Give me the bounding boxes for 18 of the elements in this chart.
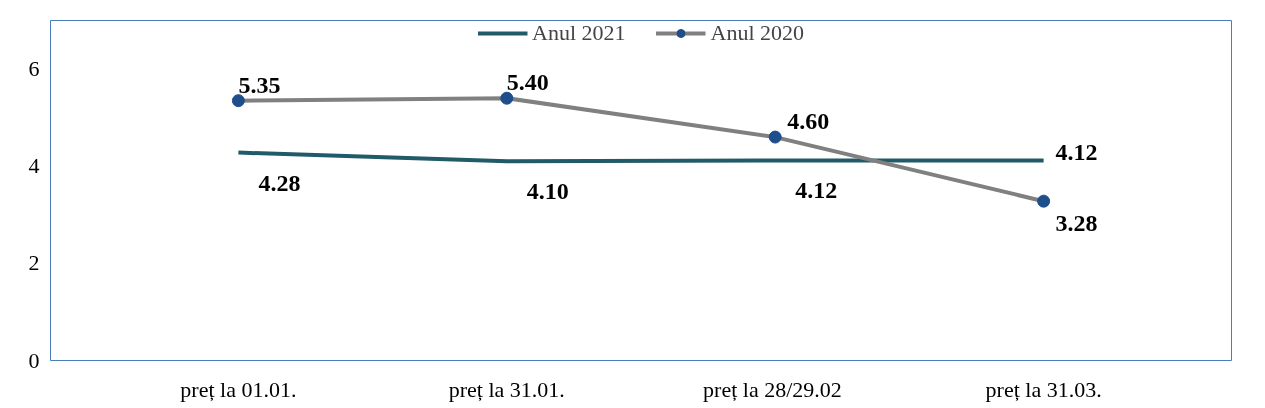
data-label: 4.60 [787, 108, 830, 135]
legend-label: Anul 2020 [710, 20, 804, 46]
x-tick-label: preț la 31.01. [448, 376, 565, 402]
y-tick-label: 6 [28, 56, 40, 82]
x-tick-label: preț la 28/29.02 [703, 376, 842, 402]
legend-label: Anul 2021 [532, 20, 626, 46]
data-label: 4.28 [258, 169, 301, 196]
y-tick-label: 4 [28, 153, 40, 179]
data-label: 3.28 [1055, 210, 1098, 237]
data-label: 4.12 [1055, 139, 1098, 166]
y-tick-label: 2 [28, 250, 40, 276]
data-label: 4.10 [526, 178, 569, 205]
data-label: 5.35 [238, 71, 281, 98]
x-tick-label: preț la 01.01. [180, 376, 297, 402]
data-label: 5.40 [506, 69, 549, 96]
x-tick-label: preț la 31.03. [985, 376, 1102, 402]
data-label: 4.12 [795, 177, 838, 204]
y-tick-label: 0 [28, 347, 40, 373]
